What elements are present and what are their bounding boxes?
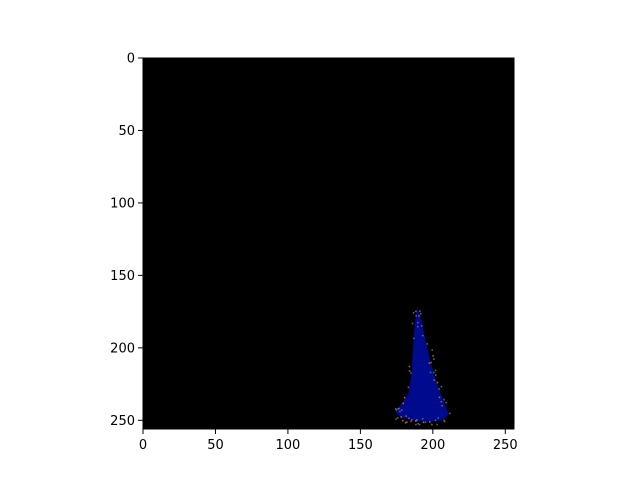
speckle [422, 334, 424, 337]
speckle [443, 419, 445, 422]
y-axis: 0 50 100 150 200 250 [110, 52, 143, 429]
speckle [440, 385, 443, 388]
speckle [395, 418, 397, 420]
speckle [406, 421, 408, 423]
axes-frame [142, 57, 515, 430]
segmented-region [395, 307, 449, 422]
y-tick-label: 250 [110, 414, 135, 429]
y-tick-label: 100 [110, 196, 135, 211]
speckle [441, 404, 443, 407]
x-tick-label: 250 [493, 438, 518, 453]
x-tick-label: 0 [139, 438, 147, 453]
speckle [415, 315, 417, 317]
speckle [420, 313, 422, 315]
speckle [419, 310, 421, 312]
speckle [430, 361, 432, 364]
speckle [403, 396, 406, 399]
speckle [405, 415, 407, 417]
speckle [404, 421, 407, 424]
speckle [397, 417, 399, 419]
speckle [397, 408, 399, 410]
speckle [417, 325, 419, 328]
speckle [445, 401, 447, 404]
y-tick-label: 50 [118, 124, 135, 139]
x-tick-label: 100 [276, 438, 301, 453]
speckle [434, 369, 437, 372]
speckle [436, 423, 438, 426]
speckle [432, 355, 434, 357]
x-axis: 0 50 100 150 200 250 [139, 429, 518, 453]
speckles [394, 310, 451, 426]
speckle [408, 370, 411, 372]
speckle [408, 365, 411, 368]
y-tick-label: 0 [127, 52, 135, 67]
speckle [401, 409, 403, 411]
speckle [431, 349, 433, 351]
speckle [433, 371, 435, 374]
speckle [431, 423, 433, 426]
speckle [438, 396, 441, 399]
x-tick-label: 50 [207, 438, 224, 453]
speckle [426, 343, 429, 345]
speckle [415, 419, 418, 422]
speckle [400, 416, 403, 418]
x-tick-label: 200 [420, 438, 445, 453]
y-tick-label: 150 [110, 269, 135, 284]
speckle [415, 310, 417, 313]
speckle [418, 423, 421, 426]
speckle [398, 407, 400, 410]
speckle [424, 421, 427, 424]
speckle [436, 381, 439, 384]
speckle [417, 423, 419, 425]
speckle [402, 402, 405, 405]
speckle [428, 362, 431, 364]
speckle [402, 419, 404, 422]
speckle [429, 371, 432, 374]
speckle [449, 412, 451, 415]
speckle [437, 417, 440, 419]
speckle [412, 312, 415, 314]
speckle [410, 372, 412, 374]
speckle [407, 386, 410, 389]
speckle [443, 420, 446, 423]
speckle [399, 410, 401, 413]
speckle [443, 398, 445, 401]
speckle [440, 401, 443, 403]
speckle [408, 417, 410, 420]
speckle [434, 419, 437, 422]
speckle [410, 419, 413, 421]
speckle [433, 358, 435, 360]
speckle [415, 420, 417, 422]
speckle [421, 418, 424, 420]
speckle [394, 408, 397, 410]
speckle [435, 374, 437, 376]
speckle [410, 420, 412, 423]
speckle [413, 337, 415, 340]
speckle [422, 421, 425, 423]
speckle [418, 315, 420, 317]
speckle [420, 325, 423, 327]
speckle [411, 322, 414, 325]
y-tick-label: 200 [110, 341, 135, 356]
speckle [429, 421, 431, 423]
x-tick-label: 150 [348, 438, 373, 453]
image-area [143, 58, 514, 429]
speckle [415, 423, 417, 426]
speckle [438, 388, 440, 390]
speckle [433, 379, 435, 381]
speckle [395, 409, 398, 411]
speckle [417, 321, 419, 324]
